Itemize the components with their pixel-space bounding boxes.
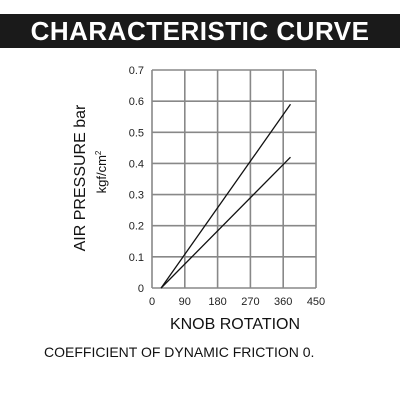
- x-tick-label: 0: [149, 296, 155, 308]
- title-bar: CHARACTERISTIC CURVE: [0, 14, 400, 48]
- y-tick-label: 0.6: [129, 96, 144, 108]
- caption: COEFFICIENT OF DYNAMIC FRICTION 0.: [44, 344, 315, 360]
- chart-title: CHARACTERISTIC CURVE: [30, 15, 370, 46]
- x-tick-label: 180: [208, 296, 226, 308]
- grid: [151, 69, 317, 289]
- y-tick-label: 0: [138, 283, 144, 295]
- y-tick-label: 0.7: [129, 65, 144, 77]
- x-axis-label: KNOB ROTATION: [169, 316, 301, 333]
- y-tick-label: 0.5: [129, 127, 144, 139]
- tick-labels: 0 90 180 270 360 450 0 0.1 0.2 0.3 0.4 0.5 0.6 0.7: [129, 65, 325, 308]
- y-axis-label: AIR PRESSURE bar: [72, 104, 89, 251]
- y-tick-label: 0.2: [129, 221, 144, 233]
- y-axis-units-label: kgf/cm2: [94, 150, 109, 193]
- x-tick-label: 360: [274, 296, 292, 308]
- series-line-2: [160, 156, 291, 289]
- series-lines: [160, 103, 292, 289]
- x-tick-label: 450: [307, 296, 325, 308]
- y-axis-label-group: AIR PRESSURE bar kgf/cm2: [72, 104, 109, 251]
- y-tick-label: 0.4: [129, 158, 144, 170]
- y-tick-label: 0.1: [129, 252, 144, 264]
- x-tick-label: 90: [179, 296, 191, 308]
- series-line-1: [160, 103, 292, 289]
- x-tick-label: 270: [241, 296, 259, 308]
- y-tick-label: 0.3: [129, 190, 144, 202]
